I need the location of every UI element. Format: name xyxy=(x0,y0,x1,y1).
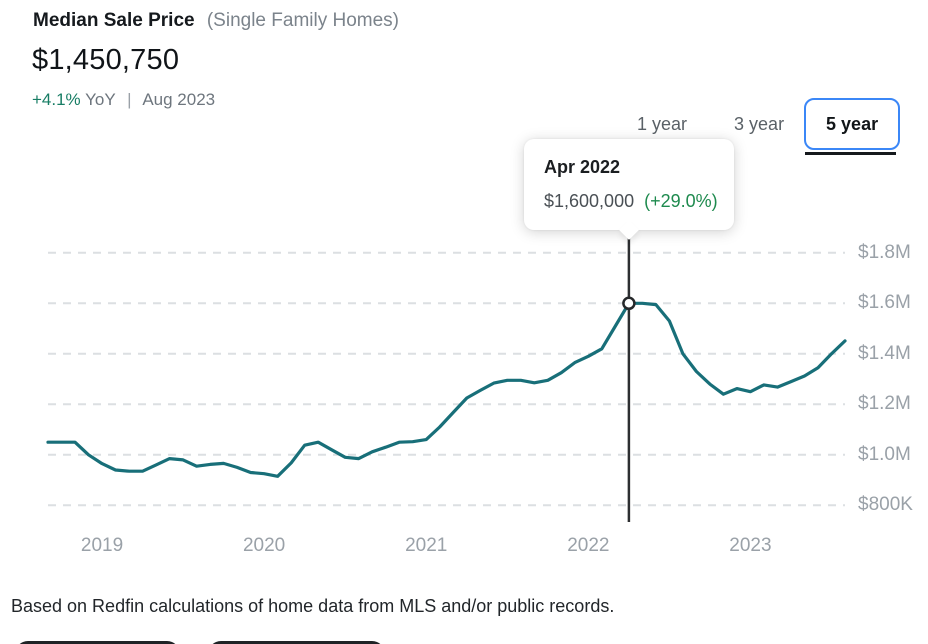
tooltip-value: $1,600,000 xyxy=(544,191,635,211)
tooltip-value-row: $1,600,000 (+29.0%) xyxy=(544,191,734,212)
chart-tooltip: Apr 2022 $1,600,000 (+29.0%) xyxy=(524,139,734,240)
x-axis-tick: 2021 xyxy=(405,535,448,556)
page-title: Median Sale Price xyxy=(33,10,195,31)
y-axis-tick: $1.6M xyxy=(858,292,911,314)
price-change-summary: +4.1% YoY | Aug 2023 xyxy=(32,90,215,110)
x-axis-tick: 2019 xyxy=(80,535,124,556)
median-price-value: $1,450,750 xyxy=(32,44,180,76)
yoy-change: +4.1% xyxy=(32,90,81,109)
tab-5-year[interactable]: 5 year xyxy=(804,98,901,150)
header: Median Sale Price (Single Family Homes) xyxy=(33,10,399,32)
y-axis-tick: $1.8M xyxy=(858,241,911,263)
disclaimer-text: Based on Redfin calculations of home dat… xyxy=(11,596,615,616)
y-axis-tick: $1.2M xyxy=(858,393,911,415)
highlight-marker xyxy=(622,296,636,311)
active-tab-wrap: 5 year xyxy=(804,98,901,155)
tab-3-year[interactable]: 3 year xyxy=(734,113,785,134)
tooltip-date: Apr 2022 xyxy=(544,157,621,177)
price-line[interactable] xyxy=(46,301,847,478)
active-tab-underline xyxy=(805,152,897,155)
range-tabs: 1 year 3 year 5 year xyxy=(637,98,901,155)
x-axis-tick: 2022 xyxy=(567,535,610,556)
tooltip-change: (+29.0%) xyxy=(644,191,718,211)
yoy-label: YoY xyxy=(85,90,116,109)
as-of-date: Aug 2023 xyxy=(142,90,216,109)
y-axis-tick: $1.0M xyxy=(858,443,911,465)
y-axis-tick: $1.4M xyxy=(858,342,911,364)
page-subtitle: (Single Family Homes) xyxy=(206,10,400,31)
tab-1-year[interactable]: 1 year xyxy=(637,113,688,134)
x-axis-tick: 2020 xyxy=(242,535,286,556)
y-axis-tick: $800K xyxy=(858,494,913,516)
x-axis-tick: 2023 xyxy=(729,535,772,556)
separator: | xyxy=(127,90,132,109)
